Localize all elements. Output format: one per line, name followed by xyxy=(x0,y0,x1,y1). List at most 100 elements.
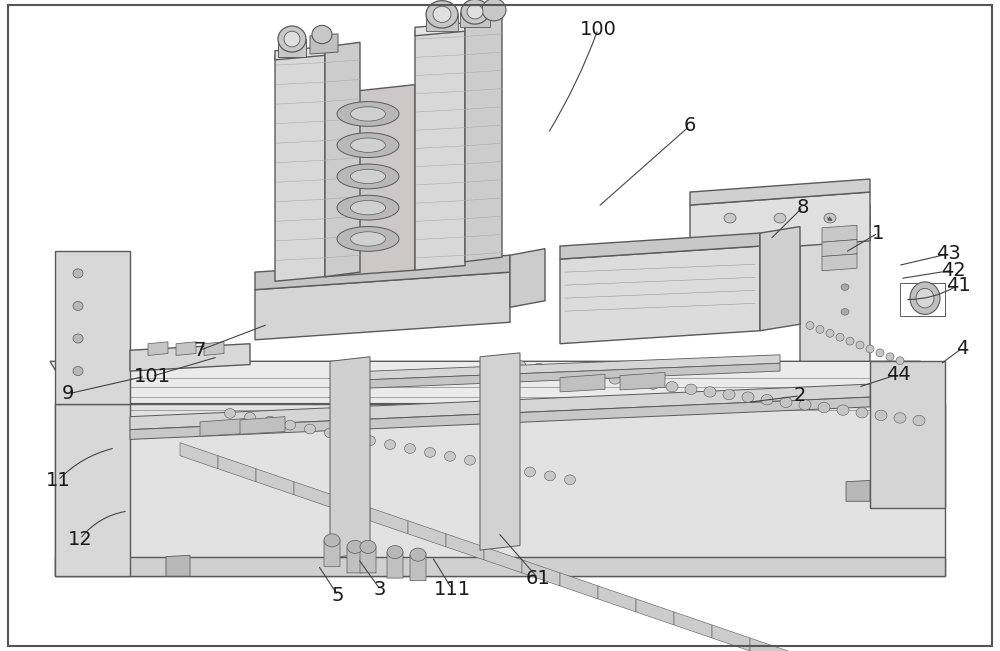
Polygon shape xyxy=(180,443,218,469)
Ellipse shape xyxy=(876,349,884,357)
Text: 42: 42 xyxy=(941,260,965,280)
Text: 7: 7 xyxy=(194,340,206,360)
Ellipse shape xyxy=(666,381,678,392)
Polygon shape xyxy=(674,612,712,638)
Ellipse shape xyxy=(410,548,426,561)
Polygon shape xyxy=(800,205,870,227)
Polygon shape xyxy=(560,246,760,344)
Polygon shape xyxy=(204,342,224,355)
Polygon shape xyxy=(846,480,870,501)
Ellipse shape xyxy=(387,546,403,559)
Ellipse shape xyxy=(826,329,834,337)
Polygon shape xyxy=(620,372,665,390)
Ellipse shape xyxy=(444,452,456,462)
Ellipse shape xyxy=(886,353,894,361)
Polygon shape xyxy=(408,521,446,547)
Polygon shape xyxy=(218,456,256,482)
Polygon shape xyxy=(332,495,370,521)
Ellipse shape xyxy=(818,402,830,413)
Ellipse shape xyxy=(544,471,556,480)
Polygon shape xyxy=(255,272,510,340)
Polygon shape xyxy=(760,227,800,331)
Text: 44: 44 xyxy=(886,365,910,384)
Ellipse shape xyxy=(360,540,376,553)
Ellipse shape xyxy=(841,309,849,315)
Ellipse shape xyxy=(364,436,376,446)
Ellipse shape xyxy=(461,0,489,24)
Ellipse shape xyxy=(324,534,340,547)
Polygon shape xyxy=(690,179,870,205)
Ellipse shape xyxy=(426,1,458,28)
Polygon shape xyxy=(325,85,415,277)
Text: 41: 41 xyxy=(946,275,970,295)
Polygon shape xyxy=(200,419,245,436)
Ellipse shape xyxy=(841,234,849,241)
Ellipse shape xyxy=(590,371,602,381)
Ellipse shape xyxy=(894,413,906,423)
Ellipse shape xyxy=(837,405,849,415)
Polygon shape xyxy=(750,638,788,651)
Ellipse shape xyxy=(609,374,621,384)
Ellipse shape xyxy=(724,214,736,223)
Ellipse shape xyxy=(916,288,934,308)
Text: 111: 111 xyxy=(433,579,471,599)
Polygon shape xyxy=(275,47,325,60)
Ellipse shape xyxy=(533,363,545,374)
Ellipse shape xyxy=(806,322,814,329)
Polygon shape xyxy=(484,547,522,573)
Polygon shape xyxy=(278,39,306,57)
Ellipse shape xyxy=(433,6,451,23)
Ellipse shape xyxy=(337,102,399,126)
Polygon shape xyxy=(50,361,945,404)
Polygon shape xyxy=(256,469,294,495)
Polygon shape xyxy=(415,27,465,270)
Text: 5: 5 xyxy=(332,586,344,605)
Ellipse shape xyxy=(425,448,436,458)
Polygon shape xyxy=(324,540,340,566)
Ellipse shape xyxy=(846,337,854,345)
Polygon shape xyxy=(560,573,598,599)
Text: 9: 9 xyxy=(62,384,74,404)
Ellipse shape xyxy=(552,366,564,376)
Polygon shape xyxy=(240,417,285,434)
Polygon shape xyxy=(55,251,130,404)
Text: 43: 43 xyxy=(936,244,960,264)
Ellipse shape xyxy=(571,368,583,379)
Text: 100: 100 xyxy=(580,20,616,39)
Ellipse shape xyxy=(73,334,83,343)
Ellipse shape xyxy=(628,376,640,387)
Ellipse shape xyxy=(324,428,336,438)
Ellipse shape xyxy=(312,25,332,44)
Ellipse shape xyxy=(351,232,386,246)
Polygon shape xyxy=(822,225,857,242)
Text: 101: 101 xyxy=(134,367,170,386)
Ellipse shape xyxy=(304,424,316,434)
Text: 6: 6 xyxy=(684,116,696,135)
Polygon shape xyxy=(522,560,560,586)
Polygon shape xyxy=(255,255,510,290)
Polygon shape xyxy=(822,254,857,271)
Ellipse shape xyxy=(816,326,824,333)
Ellipse shape xyxy=(910,282,940,314)
Ellipse shape xyxy=(841,259,849,266)
Ellipse shape xyxy=(347,540,363,553)
Ellipse shape xyxy=(351,138,386,152)
Polygon shape xyxy=(598,586,636,612)
Polygon shape xyxy=(415,23,465,36)
Polygon shape xyxy=(870,361,945,508)
Ellipse shape xyxy=(73,301,83,311)
Text: 4: 4 xyxy=(956,339,968,358)
Ellipse shape xyxy=(351,201,386,215)
Polygon shape xyxy=(410,554,426,581)
Ellipse shape xyxy=(484,460,496,469)
Polygon shape xyxy=(130,397,870,439)
Polygon shape xyxy=(130,344,250,371)
Ellipse shape xyxy=(774,214,786,223)
Text: 1: 1 xyxy=(872,223,884,243)
Ellipse shape xyxy=(824,214,836,223)
Ellipse shape xyxy=(875,410,887,421)
Ellipse shape xyxy=(723,389,735,400)
Polygon shape xyxy=(148,342,168,355)
Polygon shape xyxy=(340,355,780,381)
Ellipse shape xyxy=(685,384,697,395)
